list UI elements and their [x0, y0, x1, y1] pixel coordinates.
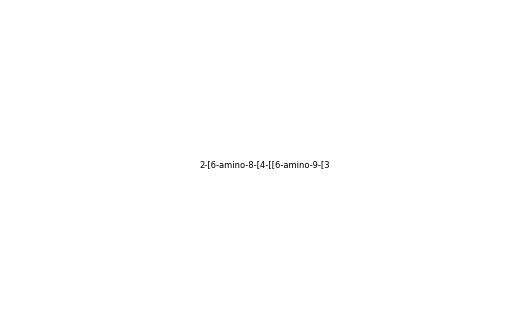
Text: 2-[6-amino-8-[4-[[6-amino-9-[3: 2-[6-amino-8-[4-[[6-amino-9-[3 [200, 161, 330, 169]
